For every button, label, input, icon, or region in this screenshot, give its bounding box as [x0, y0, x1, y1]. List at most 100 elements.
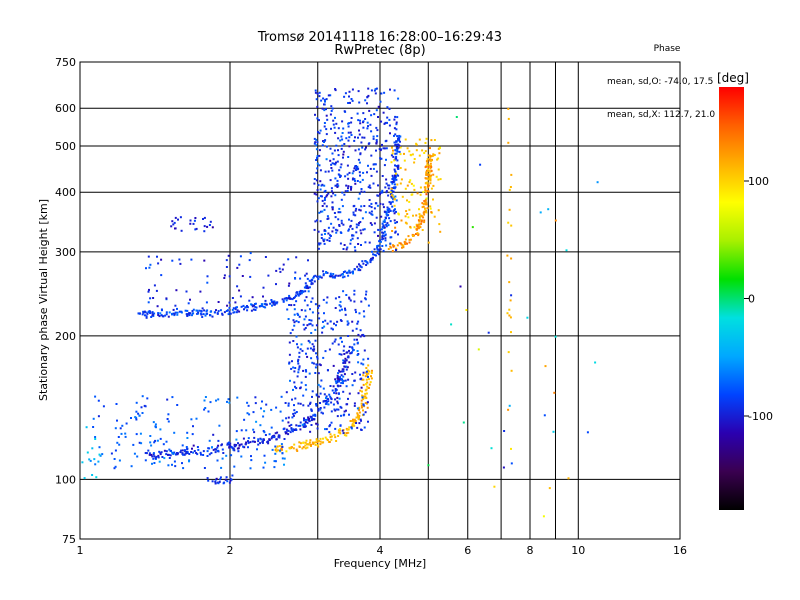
echo-point: [375, 126, 378, 129]
echo-point: [395, 149, 398, 151]
echo-point: [288, 341, 291, 344]
echo-point: [308, 286, 311, 289]
x-tick-label: 6: [464, 544, 471, 557]
echo-point: [357, 418, 360, 421]
echo-point: [323, 98, 326, 101]
echo-point: [268, 438, 271, 441]
echo-point: [362, 378, 365, 381]
echo-point: [235, 438, 238, 441]
echo-point: [279, 270, 282, 273]
echo-point: [228, 310, 231, 313]
echo-point: [306, 304, 309, 307]
echo-point: [349, 242, 352, 245]
echo-point: [353, 379, 356, 382]
echo-point: [345, 294, 348, 296]
echo-point: [395, 146, 398, 149]
echo-point: [398, 150, 401, 153]
echo-point: [342, 349, 345, 352]
echo-point: [356, 341, 359, 344]
echo-point: [186, 437, 189, 439]
echo-point: [334, 380, 337, 383]
echo-point: [369, 381, 372, 384]
echo-point: [427, 190, 430, 193]
echo-point: [305, 296, 308, 299]
echo-point: [118, 459, 121, 462]
echo-point: [386, 121, 388, 124]
echo-point: [318, 154, 321, 157]
echo-point: [368, 205, 371, 208]
echo-point: [334, 307, 337, 309]
echo-point: [337, 154, 340, 157]
echo-point: [329, 113, 332, 116]
echo-point: [176, 404, 179, 406]
echo-point: [336, 179, 339, 182]
echo-point: [310, 419, 313, 422]
echo-point: [359, 335, 362, 338]
x-axis-label: Frequency [MHz]: [334, 557, 426, 570]
echo-point: [299, 421, 302, 424]
echo-point: [344, 190, 347, 193]
echo-point: [174, 304, 177, 307]
echo-point: [368, 241, 371, 244]
echo-point: [246, 305, 248, 307]
echo-point: [157, 456, 160, 459]
echo-point: [180, 229, 183, 232]
echo-point: [358, 101, 361, 104]
echo-point: [323, 103, 326, 106]
echo-point: [426, 173, 429, 176]
echo-point: [418, 213, 421, 216]
echo-point: [332, 192, 335, 195]
echo-point: [292, 366, 295, 369]
echo-point: [242, 437, 245, 440]
echo-point: [141, 313, 144, 316]
echo-point: [368, 109, 371, 112]
echo-point: [351, 384, 354, 387]
y-tick-label: 400: [55, 186, 76, 199]
echo-point: [316, 355, 319, 358]
echo-point: [427, 186, 430, 189]
echo-point: [192, 222, 195, 225]
echo-point: [226, 480, 229, 483]
echo-point: [141, 395, 144, 398]
echo-point: [91, 474, 94, 476]
echo-point: [227, 313, 230, 316]
echo-point: [95, 476, 98, 479]
echo-point: [221, 313, 224, 316]
echo-point: [292, 414, 295, 417]
echo-point: [384, 237, 387, 240]
echo-point: [137, 412, 140, 415]
echo-point: [337, 429, 340, 432]
echo-point: [318, 243, 321, 246]
echo-point: [332, 123, 335, 126]
echo-point: [336, 186, 339, 188]
echo-point: [249, 441, 252, 444]
echo-point: [264, 306, 267, 309]
echo-point: [225, 310, 228, 312]
echo-point: [116, 441, 119, 444]
echo-point: [357, 158, 360, 161]
echo-point: [314, 366, 317, 369]
echo-point: [358, 406, 361, 409]
echo-point: [408, 200, 411, 203]
echo-point: [390, 195, 393, 198]
echo-point: [332, 385, 335, 388]
echo-point: [206, 312, 209, 315]
echo-point: [379, 193, 381, 196]
echo-point: [339, 384, 342, 387]
echo-point: [345, 368, 348, 371]
echo-point: [317, 242, 320, 245]
echo-point: [226, 443, 229, 446]
echo-point: [154, 439, 157, 442]
echo-point: [364, 392, 367, 395]
echo-point: [432, 173, 435, 176]
echo-point: [245, 429, 248, 432]
echo-point: [328, 237, 331, 240]
echo-point: [313, 228, 316, 231]
echo-point: [334, 177, 337, 180]
echo-point: [356, 413, 359, 416]
echo-point: [160, 451, 163, 454]
echo-point: [353, 246, 356, 249]
echo-point: [424, 208, 427, 211]
echo-point: [397, 139, 399, 142]
echo-point: [357, 243, 360, 245]
